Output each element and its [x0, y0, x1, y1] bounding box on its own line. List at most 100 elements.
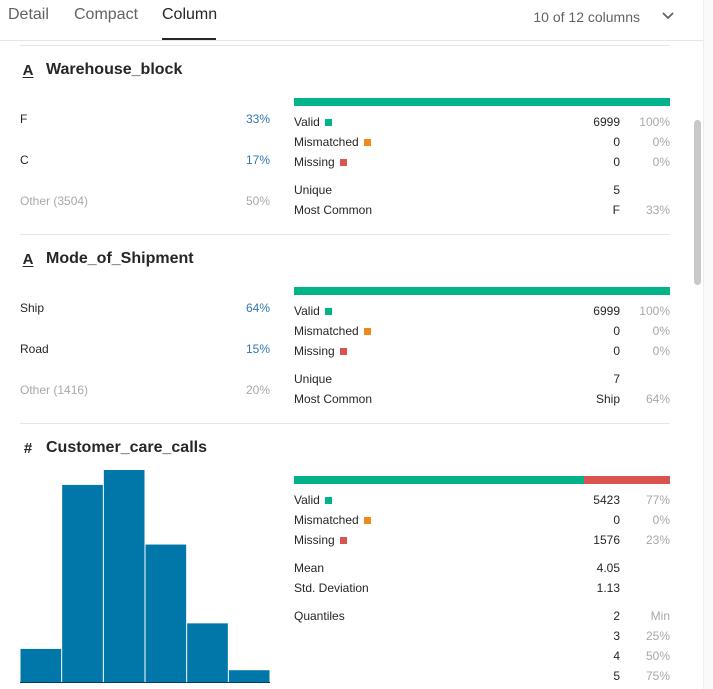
divider — [20, 234, 670, 235]
mismatched-count: 0 — [613, 513, 620, 527]
mismatched-square-icon — [363, 516, 371, 524]
tab-column[interactable]: Column — [162, 6, 218, 23]
quantile-label: 25% — [645, 629, 670, 643]
mismatched-label: Mismatched — [294, 324, 371, 338]
mean-label: Mean — [294, 561, 325, 575]
quantile-label: 50% — [645, 649, 670, 663]
scrollbar-track[interactable] — [703, 0, 713, 689]
data-quality-bar — [294, 476, 670, 484]
most-common-label: Most Common — [294, 392, 373, 406]
quantile-value: 5 — [613, 669, 620, 683]
missing-square-icon — [339, 536, 347, 544]
column-header-warehouse-block[interactable]: A Warehouse_block — [20, 61, 183, 79]
valid-percent: 100% — [639, 115, 670, 129]
std-deviation-value: 1.13 — [596, 581, 620, 595]
most-common-value: Ship — [595, 392, 620, 406]
category-percent: 64% — [245, 301, 270, 315]
divider — [20, 423, 670, 424]
column-name: Warehouse_block — [46, 61, 183, 78]
missing-label: Missing — [294, 155, 347, 169]
tab-compact[interactable]: Compact — [74, 6, 139, 23]
mismatched-label: Mismatched — [294, 135, 371, 149]
quantile-value: 3 — [613, 629, 620, 643]
unique-count: 7 — [613, 372, 620, 386]
column-count-dropdown[interactable]: 10 of 12 columns — [533, 9, 640, 25]
missing-label: Missing — [294, 533, 347, 547]
quantile-value: 4 — [613, 649, 620, 663]
column-header-customer-care-calls[interactable]: # Customer_care_calls — [20, 439, 207, 457]
missing-percent: 0% — [652, 344, 670, 358]
most-common-percent: 33% — [645, 203, 670, 217]
mismatched-label: Mismatched — [294, 513, 371, 527]
valid-label: Valid — [294, 115, 332, 129]
data-quality-bar — [294, 287, 670, 295]
quantile-label: 75% — [645, 669, 670, 683]
most-common-value: F — [612, 203, 620, 217]
column-name: Customer_care_calls — [46, 439, 207, 456]
category-label-other: Other (3504) — [20, 194, 89, 208]
missing-label: Missing — [294, 344, 347, 358]
text-type-icon: A — [22, 250, 34, 268]
valid-square-icon — [324, 307, 332, 315]
column-name: Mode_of_Shipment — [46, 250, 194, 267]
category-percent-other: 20% — [245, 383, 270, 397]
valid-percent: 77% — [645, 493, 670, 507]
unique-label: Unique — [294, 183, 333, 197]
category-percent: 33% — [245, 112, 270, 126]
quantiles-label: Quantiles — [294, 609, 345, 623]
active-tab-indicator — [162, 38, 216, 40]
histogram-baseline — [20, 682, 270, 683]
category-label: Ship — [20, 301, 45, 315]
most-common-label: Most Common — [294, 203, 373, 217]
category-label-other: Other (1416) — [20, 383, 89, 397]
missing-count: 0 — [613, 155, 620, 169]
histogram-bar[interactable] — [228, 670, 270, 683]
mean-value: 4.05 — [596, 561, 620, 575]
tab-detail[interactable]: Detail — [8, 6, 49, 23]
histogram-chart[interactable] — [20, 470, 270, 683]
divider — [20, 45, 670, 46]
category-label: C — [20, 153, 29, 167]
data-quality-bar — [294, 98, 670, 106]
quality-bar-missing — [583, 476, 670, 484]
quantile-value: 2 — [613, 609, 620, 623]
chevron-down-icon[interactable] — [661, 9, 675, 23]
text-type-icon: A — [22, 61, 34, 79]
view-tab-bar: Detail Compact Column 10 of 12 columns — [0, 0, 703, 41]
missing-square-icon — [339, 158, 347, 166]
most-common-percent: 64% — [645, 392, 670, 406]
quantile-label: Min — [650, 609, 670, 623]
mismatched-percent: 0% — [652, 513, 670, 527]
histogram-bar[interactable] — [62, 484, 103, 683]
valid-count: 6999 — [593, 115, 620, 129]
mismatched-count: 0 — [613, 324, 620, 338]
valid-label: Valid — [294, 304, 332, 318]
missing-percent: 0% — [652, 155, 670, 169]
quality-bar-valid — [294, 98, 670, 106]
missing-count: 0 — [613, 344, 620, 358]
valid-square-icon — [324, 496, 332, 504]
unique-count: 5 — [613, 183, 620, 197]
scrollbar-thumb[interactable] — [694, 120, 701, 285]
quality-bar-valid — [294, 476, 584, 484]
histogram-bar[interactable] — [187, 623, 228, 683]
column-header-mode-of-shipment[interactable]: A Mode_of_Shipment — [20, 250, 194, 268]
mismatched-percent: 0% — [652, 324, 670, 338]
valid-square-icon — [324, 118, 332, 126]
category-label: Road — [20, 342, 49, 356]
unique-label: Unique — [294, 372, 333, 386]
category-percent: 17% — [245, 153, 270, 167]
histogram-bar[interactable] — [103, 470, 145, 683]
numeric-type-icon: # — [23, 439, 33, 457]
histogram-bar[interactable] — [145, 544, 187, 683]
mismatched-percent: 0% — [652, 135, 670, 149]
missing-square-icon — [339, 347, 347, 355]
valid-count: 6999 — [593, 304, 620, 318]
category-percent: 15% — [245, 342, 270, 356]
valid-percent: 100% — [639, 304, 670, 318]
category-percent-other: 50% — [245, 194, 270, 208]
std-deviation-label: Std. Deviation — [294, 581, 369, 595]
valid-count: 5423 — [593, 493, 620, 507]
histogram-bar[interactable] — [20, 648, 62, 683]
mismatched-square-icon — [363, 138, 371, 146]
